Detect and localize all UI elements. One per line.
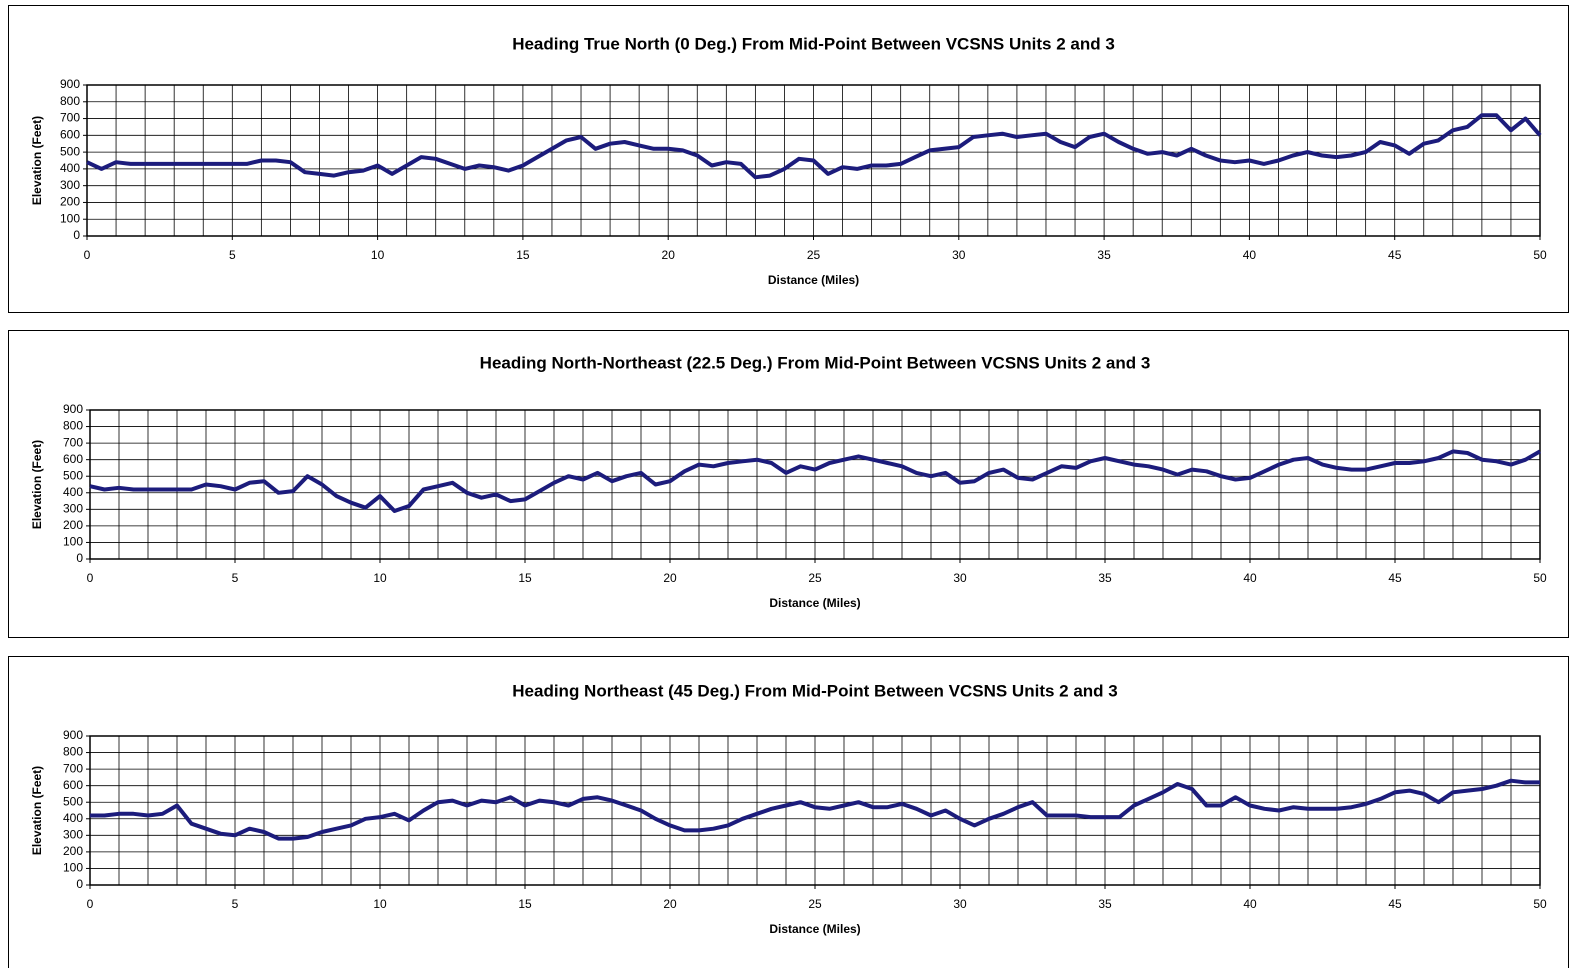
y-tick-label: 0 xyxy=(73,228,80,242)
y-tick-label: 300 xyxy=(63,828,83,842)
y-tick-label: 600 xyxy=(60,128,80,142)
y-tick-label: 300 xyxy=(60,178,80,192)
x-tick-label: 25 xyxy=(807,248,821,262)
y-tick-label: 500 xyxy=(60,144,80,158)
y-tick-label: 900 xyxy=(63,728,83,742)
x-tick-label: 40 xyxy=(1243,897,1257,911)
x-axis-title: Distance (Miles) xyxy=(769,922,860,936)
plot-border xyxy=(89,409,1541,560)
y-tick-label: 100 xyxy=(63,535,83,549)
x-tick-label: 0 xyxy=(87,897,94,911)
x-tick-label: 40 xyxy=(1243,571,1257,585)
x-tick-label: 35 xyxy=(1098,897,1112,911)
y-tick-label: 800 xyxy=(63,419,83,433)
y-tick-label: 700 xyxy=(63,761,83,775)
x-tick-label: 50 xyxy=(1533,571,1547,585)
y-tick-label: 200 xyxy=(60,195,80,209)
x-tick-label: 0 xyxy=(87,571,94,585)
y-tick-label: 900 xyxy=(60,77,80,91)
y-tick-label: 500 xyxy=(63,468,83,482)
y-tick-label: 200 xyxy=(63,518,83,532)
x-tick-label: 30 xyxy=(953,571,967,585)
y-axis-title: Elevation (Feet) xyxy=(30,116,44,205)
y-axis-title: Elevation (Feet) xyxy=(30,766,44,855)
x-tick-label: 50 xyxy=(1533,897,1547,911)
y-axis-title: Elevation (Feet) xyxy=(30,440,44,529)
y-tick-label: 700 xyxy=(63,435,83,449)
elevation-line xyxy=(90,778,1540,841)
y-tick-label: 600 xyxy=(63,778,83,792)
x-tick-label: 5 xyxy=(232,897,239,911)
x-tick-label: 45 xyxy=(1388,571,1402,585)
chart-title: Heading True North (0 Deg.) From Mid-Poi… xyxy=(512,34,1115,53)
chart-panel: Heading True North (0 Deg.) From Mid-Poi… xyxy=(8,5,1569,313)
x-axis-title: Distance (Miles) xyxy=(769,596,860,610)
x-tick-label: 0 xyxy=(84,248,91,262)
x-tick-label: 5 xyxy=(229,248,236,262)
x-tick-label: 15 xyxy=(518,571,532,585)
y-tick-label: 400 xyxy=(60,161,80,175)
x-tick-label: 20 xyxy=(662,248,676,262)
y-tick-label: 0 xyxy=(76,551,83,565)
x-tick-label: 10 xyxy=(373,571,387,585)
plot-border xyxy=(86,84,1541,237)
elevation-line xyxy=(89,449,1541,513)
x-tick-label: 30 xyxy=(953,897,967,911)
x-tick-label: 10 xyxy=(373,897,387,911)
y-tick-label: 200 xyxy=(63,844,83,858)
x-tick-label: 40 xyxy=(1243,248,1257,262)
chart-panel: Heading North-Northeast (22.5 Deg.) From… xyxy=(8,330,1569,638)
chart-frame xyxy=(8,656,1569,968)
y-tick-label: 800 xyxy=(60,94,80,108)
x-tick-label: 25 xyxy=(808,897,822,911)
x-tick-label: 15 xyxy=(516,248,530,262)
x-tick-label: 15 xyxy=(518,897,532,911)
y-tick-label: 900 xyxy=(63,402,83,416)
y-tick-label: 400 xyxy=(63,485,83,499)
x-tick-label: 5 xyxy=(232,571,239,585)
chart-panel: Heading Northeast (45 Deg.) From Mid-Poi… xyxy=(8,656,1569,968)
plot-border xyxy=(89,735,1541,886)
x-axis-title: Distance (Miles) xyxy=(768,273,859,287)
y-tick-label: 300 xyxy=(63,502,83,516)
y-tick-label: 500 xyxy=(63,794,83,808)
elevation-line xyxy=(86,113,1542,180)
x-tick-label: 35 xyxy=(1098,571,1112,585)
x-tick-label: 50 xyxy=(1533,248,1547,262)
x-tick-label: 10 xyxy=(371,248,385,262)
y-tick-label: 100 xyxy=(60,211,80,225)
x-tick-label: 45 xyxy=(1388,248,1402,262)
x-tick-label: 35 xyxy=(1097,248,1111,262)
y-tick-label: 400 xyxy=(63,811,83,825)
x-tick-label: 45 xyxy=(1388,897,1402,911)
x-tick-label: 30 xyxy=(952,248,966,262)
x-tick-label: 25 xyxy=(808,571,822,585)
x-tick-label: 20 xyxy=(663,571,677,585)
chart-title: Heading North-Northeast (22.5 Deg.) From… xyxy=(480,353,1151,372)
x-tick-label: 20 xyxy=(663,897,677,911)
y-tick-label: 800 xyxy=(63,745,83,759)
chart-title: Heading Northeast (45 Deg.) From Mid-Poi… xyxy=(512,681,1117,700)
y-tick-label: 0 xyxy=(76,877,83,891)
y-tick-label: 100 xyxy=(63,861,83,875)
y-tick-label: 600 xyxy=(63,452,83,466)
y-tick-label: 700 xyxy=(60,111,80,125)
